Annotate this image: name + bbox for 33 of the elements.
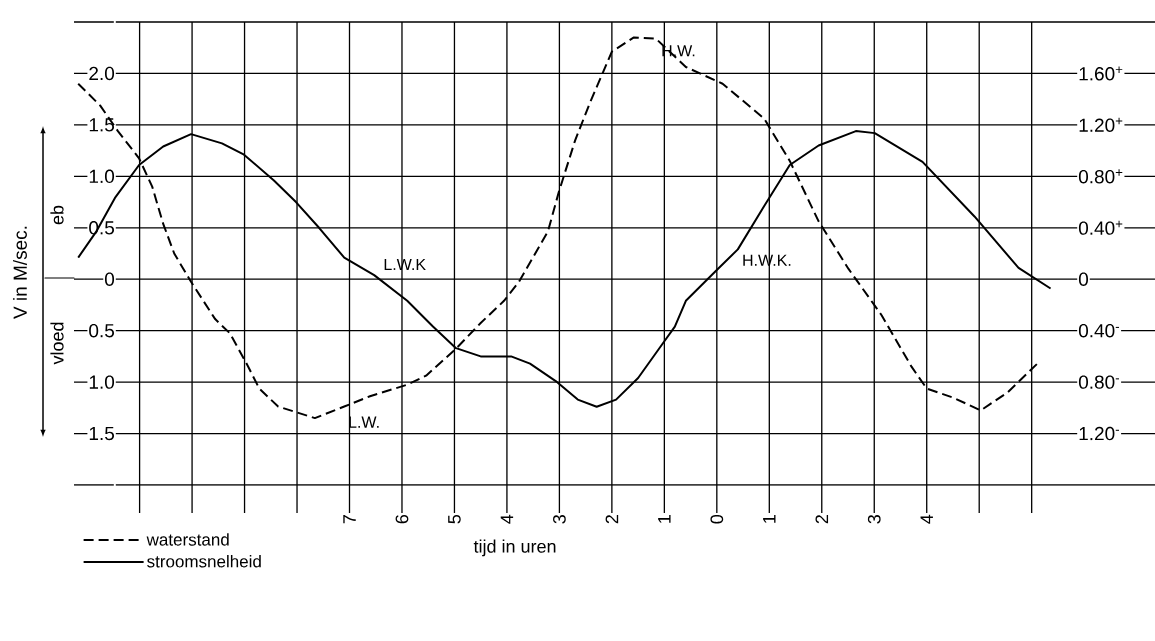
text: eb	[50, 205, 64, 225]
x-tick-label: 5	[448, 514, 461, 524]
y-tick-label: 1.0	[89, 169, 115, 184]
y-tick-label: 0	[104, 272, 115, 286]
y2-tick-label: 1.60$^{+}$	[1079, 66, 1123, 81]
legend-label: waterstand	[146, 533, 229, 546]
x-tick-label: 1	[763, 515, 776, 523]
y-tick-label: 1.5	[89, 426, 115, 441]
x-tick-label: 1	[658, 515, 671, 523]
y2-tick-label: 0.40$^{+}$	[1078, 220, 1123, 235]
x-tick-label: 3	[867, 514, 881, 524]
text: vloed	[50, 322, 64, 365]
y-axis-title: V in M/sec.	[12, 226, 27, 319]
y2-tick-label: 1.20$^{-}$	[1079, 426, 1120, 441]
legend-label: stroomsnelheid	[147, 555, 261, 568]
x-tick-label: 7	[343, 515, 356, 524]
y2-tick-label: 0.80$^{+}$	[1078, 169, 1123, 184]
y-tick-label: 2.0	[89, 66, 115, 81]
x-tick-label: 4	[500, 514, 514, 524]
y-tick-label: 1.0	[89, 375, 115, 389]
y2-tick-label: 0.40$^{-}$	[1078, 323, 1120, 338]
y-tick-label: 0.5	[89, 323, 115, 338]
x-tick-label: 6	[395, 514, 409, 524]
x-tick-label: 0	[710, 514, 724, 524]
y2-tick-label: 0	[1078, 272, 1089, 286]
x-tick-label: 4	[920, 514, 933, 524]
x-axis-title: tijd in uren	[473, 539, 556, 557]
x-tick-label: 2	[815, 515, 829, 524]
y2-tick-label: 1.20$^{+}$	[1079, 117, 1123, 132]
y2-tick-label: 0.80$^{-}$	[1078, 375, 1120, 389]
y-tick-label: 1.5	[89, 118, 115, 132]
x-tick-label: 2	[605, 515, 619, 524]
x-tick-label: 3	[553, 514, 566, 524]
